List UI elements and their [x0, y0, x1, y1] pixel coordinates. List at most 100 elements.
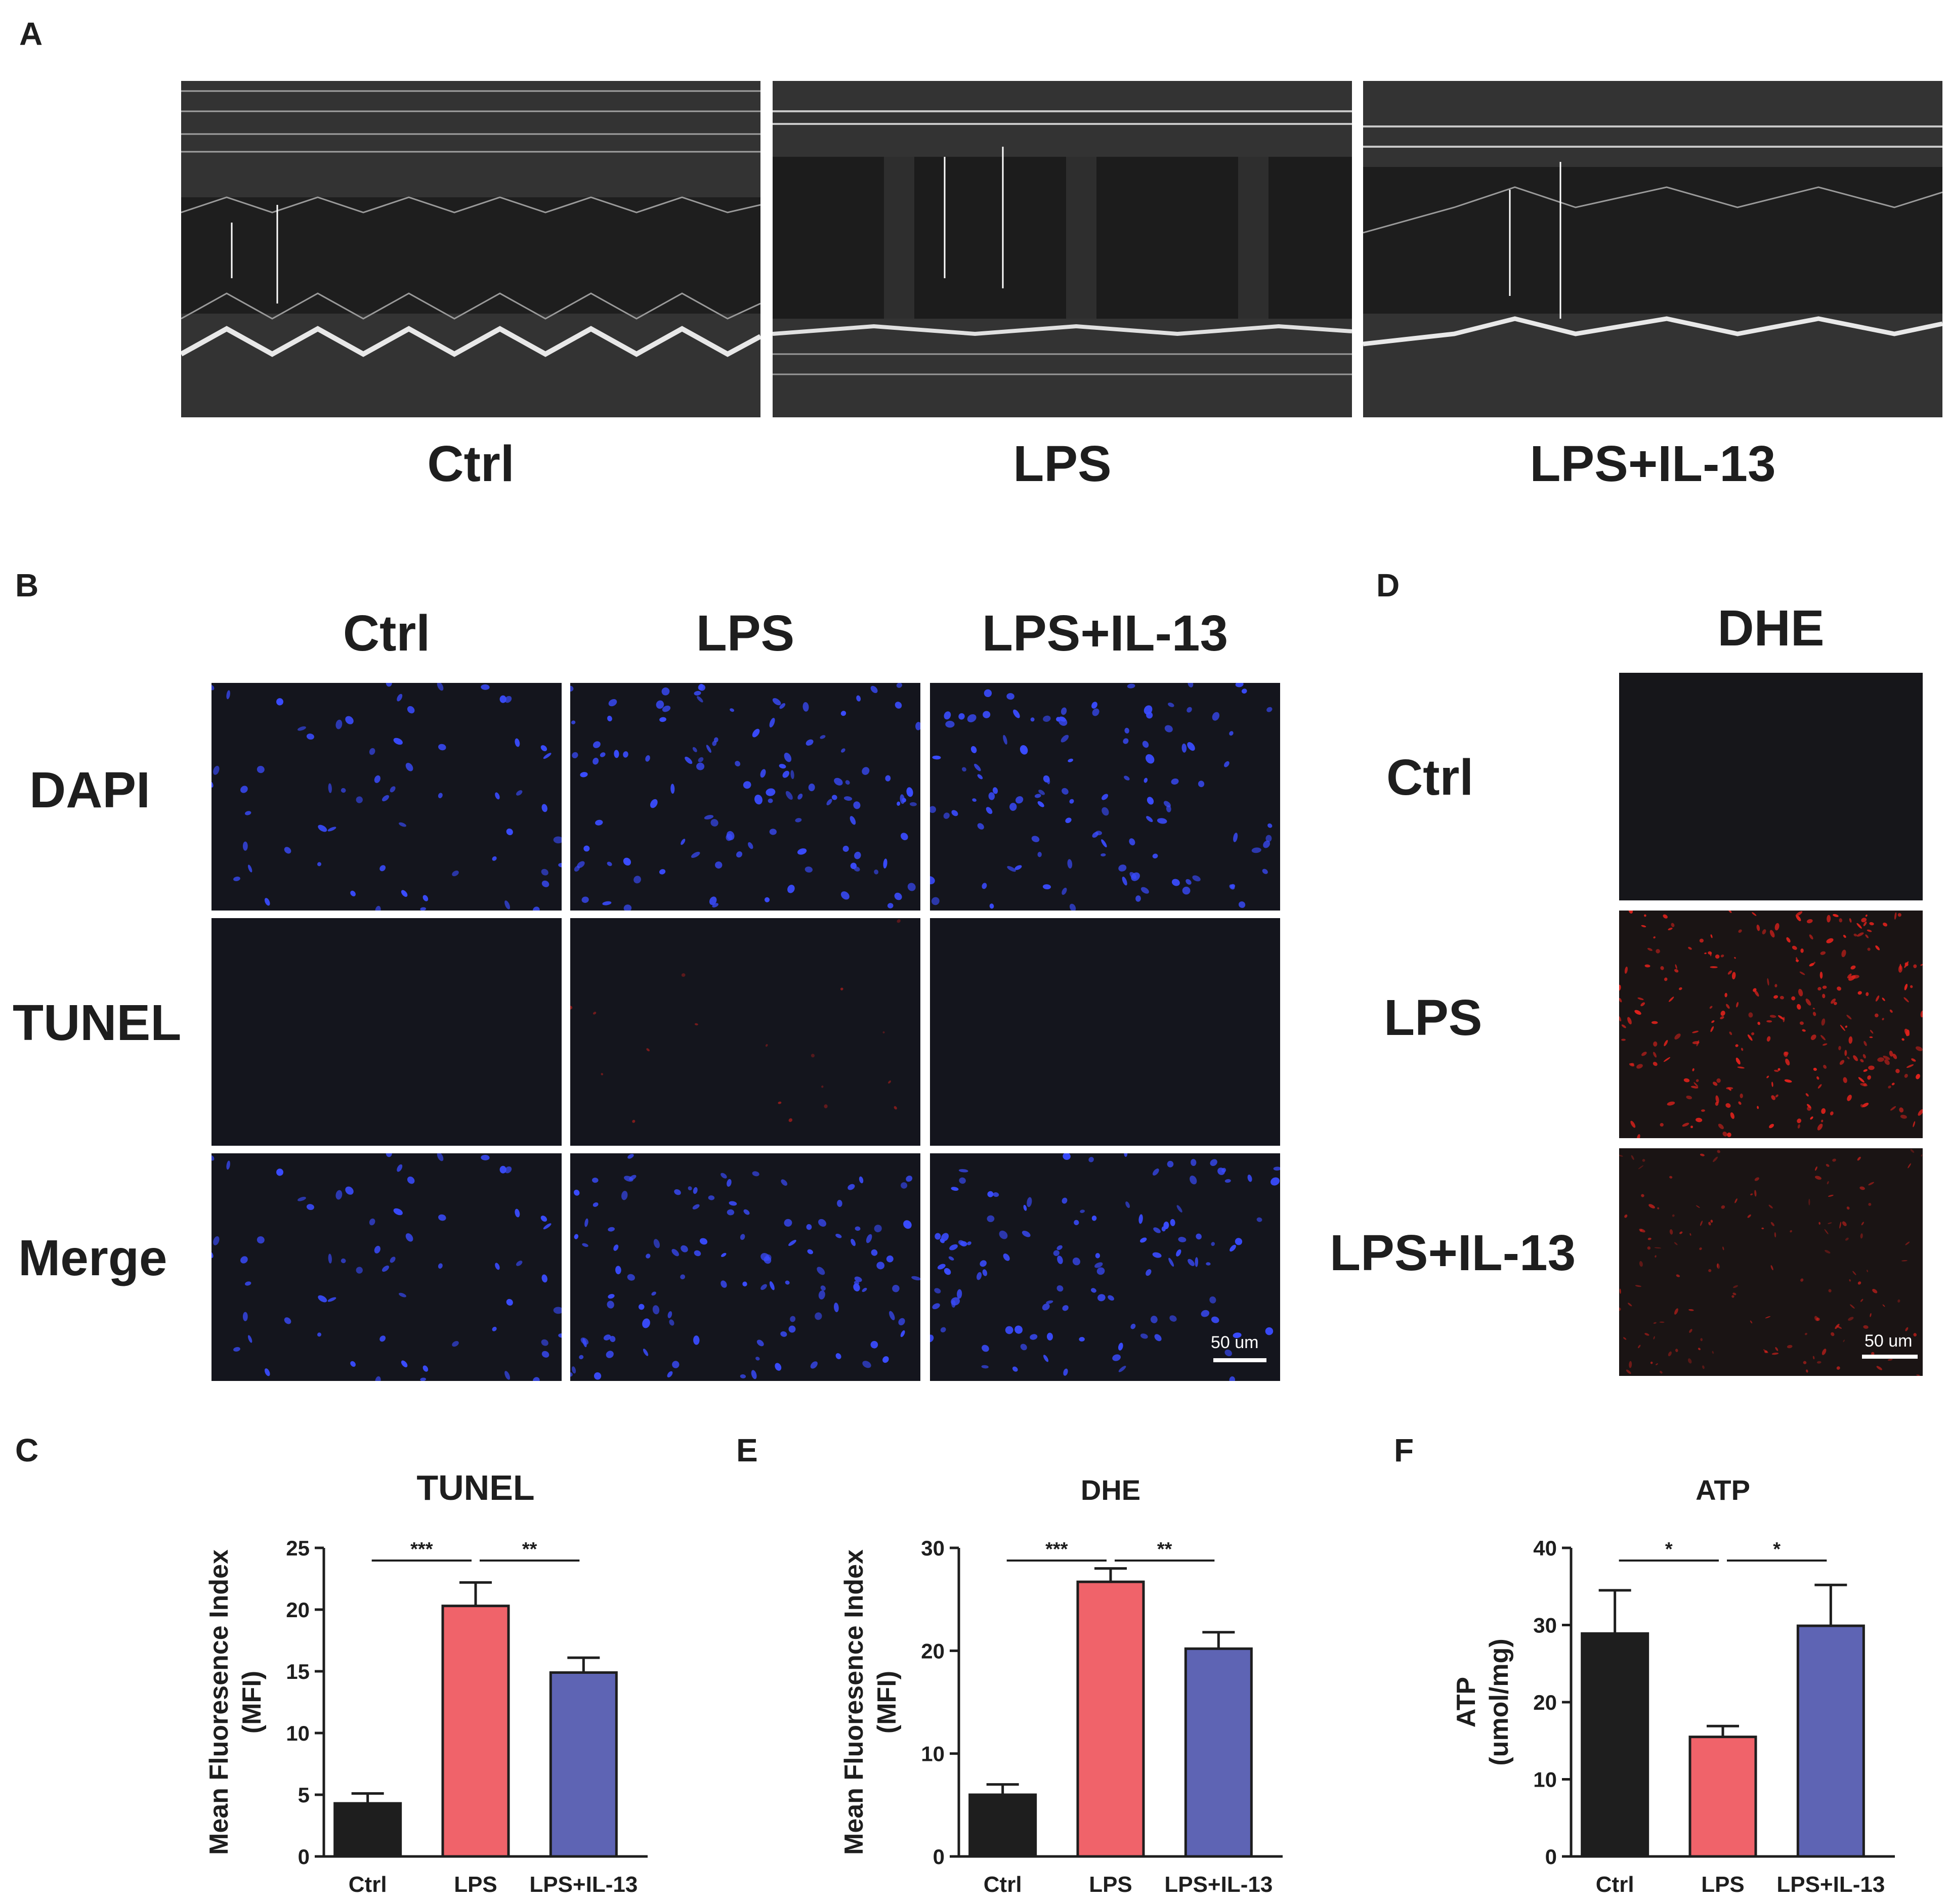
- y-axis-label-unit: (umol/mg): [1485, 1638, 1514, 1765]
- cell-dot: [742, 1281, 747, 1287]
- cell-dot: [1659, 1321, 1665, 1323]
- cell-dot: [1671, 923, 1675, 927]
- cell-dot: [721, 1173, 727, 1179]
- y-tick-label: 0: [298, 1845, 310, 1869]
- cell-dot: [843, 796, 853, 801]
- cell-dot: [1904, 1073, 1908, 1078]
- cell-dot: [613, 1244, 619, 1251]
- cell-dot: [1063, 1368, 1068, 1376]
- cell-dot: [1080, 1209, 1085, 1213]
- cell-dot: [951, 810, 958, 816]
- cell-dot: [851, 1239, 856, 1246]
- cell-dot: [1647, 1237, 1651, 1240]
- cell-dot: [1741, 1048, 1744, 1051]
- cell-dot: [515, 738, 520, 747]
- cell-dot: [643, 1349, 649, 1356]
- cell-dot: [1774, 1069, 1779, 1072]
- cell-dot: [1241, 688, 1247, 694]
- cell-dot: [1639, 1261, 1643, 1267]
- cell-dot: [764, 1256, 772, 1264]
- cell-dot: [840, 891, 850, 900]
- cell-dot: [1147, 797, 1154, 805]
- scalebar-label-d: 50 um: [1865, 1331, 1913, 1351]
- cell-dot: [1188, 683, 1194, 687]
- cell-dot: [405, 1233, 413, 1242]
- cell-dot: [1655, 1255, 1657, 1258]
- cell-dot: [1042, 884, 1051, 890]
- cell-dot: [1797, 1124, 1800, 1129]
- cell-dot: [1898, 965, 1902, 973]
- cell-dot: [1118, 864, 1127, 872]
- cell-dot: [760, 1284, 767, 1290]
- cell-dot: [1736, 1060, 1740, 1063]
- cell-dot: [1874, 1013, 1879, 1018]
- cell-dot: [1877, 1057, 1884, 1062]
- cell-dot: [1067, 859, 1073, 869]
- chart-dhe: DHE 0 10 20 30 Mean Fluoresence Index (MFI) Ctr…: [839, 1474, 1283, 1897]
- cell-dot: [1667, 1101, 1675, 1106]
- cell-dot: [1722, 1246, 1724, 1250]
- cell-dot: [1843, 934, 1846, 938]
- cell-dot: [226, 690, 230, 700]
- cell-dot: [1807, 1106, 1812, 1111]
- cell-dot: [1198, 781, 1205, 788]
- cell-dot: [681, 839, 686, 845]
- cell-dot: [1804, 1332, 1807, 1335]
- cell-dot: [1889, 1051, 1893, 1057]
- micro-merge-lps-il13: 50 um: [930, 1153, 1280, 1381]
- cell-dot: [574, 1234, 579, 1239]
- cell-dot: [1619, 1154, 1623, 1157]
- cell-dot: [638, 1304, 645, 1310]
- cell-dot: [1708, 1269, 1712, 1272]
- echo-trace-lps: [773, 81, 1352, 417]
- cell-dot: [1062, 1197, 1068, 1204]
- cell-dot: [1812, 1008, 1815, 1010]
- cell-dot: [592, 1012, 597, 1015]
- cell-dot: [802, 702, 809, 712]
- chart-title: ATP: [1696, 1474, 1750, 1506]
- cell-dot: [785, 791, 793, 800]
- cell-dot: [1042, 1303, 1050, 1311]
- cell-dot: [1185, 879, 1192, 885]
- cell-dot: [1735, 1044, 1739, 1047]
- cell-dot: [766, 788, 776, 796]
- cell-dot: [670, 784, 675, 794]
- cell-dot: [808, 784, 815, 792]
- cell-dot: [943, 812, 950, 819]
- dhe-image-lps: [1619, 911, 1923, 1138]
- cell-dot: [740, 1234, 745, 1240]
- cell-dot: [1824, 1229, 1829, 1234]
- cell-dot: [1043, 715, 1051, 722]
- cell-dot: [1709, 1006, 1713, 1009]
- cell-dot: [903, 1220, 912, 1229]
- cell-dot: [1869, 922, 1874, 926]
- dhe-image-lps-il13: 50 um: [1619, 1148, 1923, 1376]
- cell-dot: [379, 1335, 386, 1342]
- cell-dot: [335, 1190, 343, 1200]
- cell-dot: [1808, 1198, 1810, 1205]
- cell-dot: [607, 715, 612, 722]
- cell-dot: [901, 1182, 908, 1189]
- cell-dot: [1860, 1059, 1864, 1063]
- cell-dot: [681, 973, 686, 977]
- cell-dot: [541, 804, 547, 812]
- cell-dot: [1642, 1159, 1645, 1162]
- cell-dot: [818, 1290, 825, 1300]
- cell-dot: [932, 1303, 940, 1310]
- cell-dot: [1875, 995, 1880, 1002]
- y-tick-label: 30: [1533, 1614, 1557, 1637]
- cell-dot: [937, 1264, 946, 1270]
- cell-dot: [1868, 1203, 1872, 1206]
- cell-dot: [226, 1160, 230, 1170]
- cell-dot: [1840, 1024, 1845, 1031]
- cell-dot: [982, 1269, 988, 1276]
- cell-dot: [1647, 1246, 1651, 1250]
- bar: [333, 1802, 402, 1858]
- cell-dot: [672, 1361, 680, 1368]
- cell-dot: [541, 869, 548, 876]
- cell-dot: [1795, 911, 1803, 917]
- cell-dot: [1660, 966, 1664, 970]
- cell-dot: [570, 1372, 573, 1377]
- cell-dot: [785, 1280, 790, 1285]
- cell-dot: [900, 1330, 905, 1337]
